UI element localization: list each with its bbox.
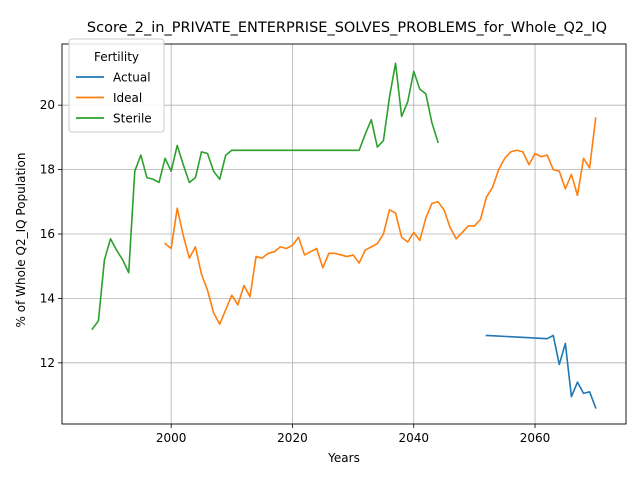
legend-label-ideal: Ideal [113,91,142,105]
legend-label-sterile: Sterile [113,112,152,126]
series-line-ideal [163,117,597,325]
x-tick-label: 2000 [156,431,187,445]
y-tick-label: 18 [40,163,55,177]
y-axis-ticks: 12 14 16 18 20 [40,98,62,370]
legend: Fertility Actual Ideal Sterile [68,38,165,133]
series-layer [91,62,597,409]
legend-title: Fertility [94,50,139,64]
y-tick-label: 14 [40,291,55,305]
x-axis-ticks: 2000 2020 2040 2060 [156,424,550,445]
y-tick-label: 16 [40,227,55,241]
x-tick-label: 2020 [277,431,308,445]
legend-box [68,38,165,133]
y-tick-label: 12 [40,356,55,370]
series-line-actual [485,334,597,409]
x-axis-label: Years [327,451,360,465]
y-tick-label: 20 [40,98,55,112]
y-axis-label: % of Whole Q2_IQ Population [14,153,28,328]
legend-label-actual: Actual [113,71,151,85]
x-tick-label: 2060 [520,431,551,445]
chart-title: Score_2_in_PRIVATE_ENTERPRISE_SOLVES_PRO… [87,20,607,36]
series-line-sterile [91,62,440,331]
x-tick-label: 2040 [398,431,429,445]
